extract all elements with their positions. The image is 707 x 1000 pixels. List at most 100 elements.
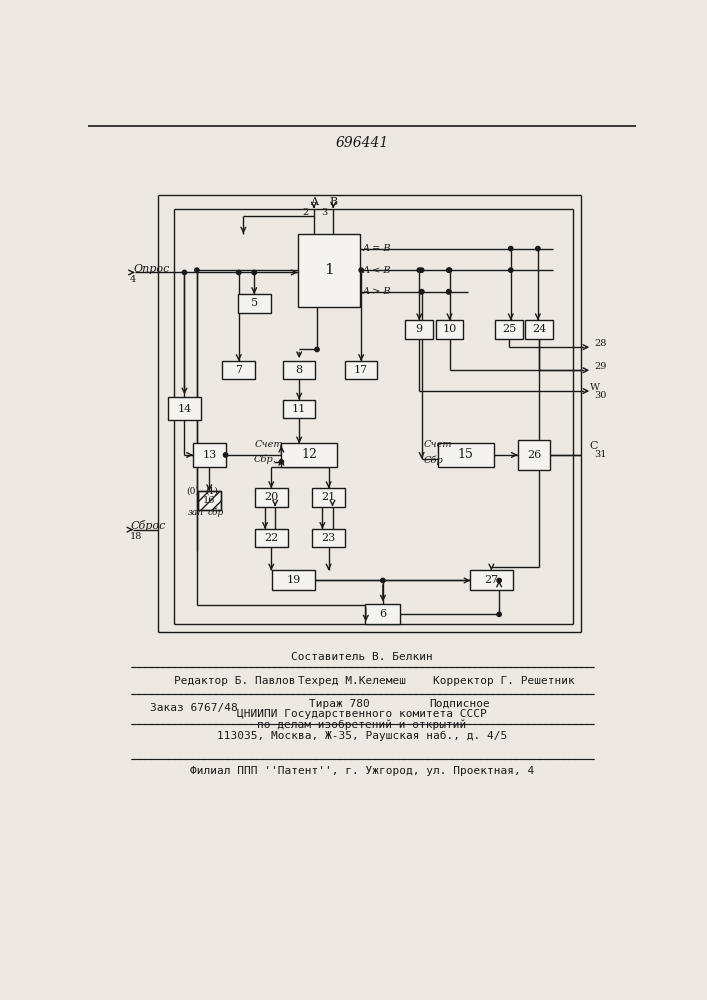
Text: Сброс: Сброс <box>131 520 166 531</box>
Bar <box>518 440 550 470</box>
Text: 8: 8 <box>296 365 303 375</box>
Text: 11: 11 <box>292 404 306 414</box>
Circle shape <box>182 270 187 275</box>
Bar <box>405 320 433 339</box>
Text: 5: 5 <box>251 298 258 308</box>
Bar <box>312 488 345 507</box>
Text: 4: 4 <box>130 275 136 284</box>
Text: Филиал ППП ''Патент'', г. Ужгород, ул. Проектная, 4: Филиал ППП ''Патент'', г. Ужгород, ул. П… <box>189 766 534 776</box>
Bar <box>168 397 201 420</box>
Circle shape <box>497 578 501 583</box>
Circle shape <box>536 246 540 251</box>
Bar <box>366 604 400 624</box>
Text: A < B: A < B <box>363 266 391 275</box>
Text: A > B: A > B <box>363 287 391 296</box>
Circle shape <box>497 612 501 616</box>
Bar <box>272 570 315 590</box>
Circle shape <box>447 290 451 294</box>
Text: Опрос: Опрос <box>134 264 170 274</box>
Circle shape <box>417 268 421 272</box>
Bar <box>525 320 554 339</box>
Text: A: A <box>310 197 318 207</box>
Text: 16: 16 <box>203 496 216 505</box>
Text: 1: 1 <box>324 263 334 277</box>
Text: 31: 31 <box>595 450 607 459</box>
Text: 30: 30 <box>595 391 607 400</box>
Text: 17: 17 <box>354 365 368 375</box>
Text: 27: 27 <box>484 575 498 585</box>
Circle shape <box>252 270 257 275</box>
Circle shape <box>237 270 241 275</box>
Text: 21: 21 <box>322 492 336 502</box>
Circle shape <box>419 268 423 272</box>
Bar <box>495 320 523 339</box>
Text: W: W <box>590 383 600 392</box>
Text: 14: 14 <box>177 404 192 414</box>
Circle shape <box>279 460 284 464</box>
Text: Техред М.Келемеш: Техред М.Келемеш <box>298 676 406 686</box>
Text: 9: 9 <box>416 324 423 334</box>
Text: (0): (0) <box>187 487 199 496</box>
Text: 23: 23 <box>322 533 336 543</box>
Text: B: B <box>329 197 337 207</box>
Text: 15: 15 <box>458 448 474 461</box>
Text: Корректор Г. Решетник: Корректор Г. Решетник <box>433 676 575 686</box>
Bar <box>255 529 288 547</box>
Text: 20: 20 <box>264 492 279 502</box>
Bar <box>438 443 493 467</box>
Circle shape <box>508 246 513 251</box>
Circle shape <box>223 453 228 457</box>
Text: 29: 29 <box>595 362 607 371</box>
Text: 28: 28 <box>595 339 607 348</box>
Bar <box>193 443 226 467</box>
Text: 24: 24 <box>532 324 547 334</box>
Circle shape <box>194 268 199 272</box>
Bar <box>470 570 513 590</box>
Bar <box>436 320 464 339</box>
Text: 696441: 696441 <box>335 136 389 150</box>
Text: A = B: A = B <box>363 244 391 253</box>
Text: 10: 10 <box>443 324 457 334</box>
Text: 7: 7 <box>235 365 243 375</box>
Text: 22: 22 <box>264 533 279 543</box>
Text: 6: 6 <box>380 609 387 619</box>
Circle shape <box>448 268 452 272</box>
Text: Сбр.: Сбр. <box>253 455 276 464</box>
Text: (1): (1) <box>205 487 218 496</box>
Text: 25: 25 <box>502 324 516 334</box>
Text: 18: 18 <box>130 532 143 541</box>
Circle shape <box>447 290 451 294</box>
Bar <box>198 491 221 510</box>
Bar <box>283 400 315 418</box>
Bar <box>238 294 271 312</box>
Text: 13: 13 <box>202 450 216 460</box>
Circle shape <box>380 578 385 583</box>
Bar <box>298 234 360 307</box>
Bar <box>312 529 345 547</box>
Text: Тираж 780: Тираж 780 <box>309 699 370 709</box>
Text: по делам изобретений и открытий: по делам изобретений и открытий <box>257 719 467 730</box>
Text: Составитель В. Белкин: Составитель В. Белкин <box>291 652 433 662</box>
Text: сбр: сбр <box>207 508 223 517</box>
Bar <box>283 361 315 379</box>
Text: ЦНИИПИ Государственного комитета СССР: ЦНИИПИ Государственного комитета СССР <box>237 709 487 719</box>
Text: 3: 3 <box>322 208 328 217</box>
Text: Счет: Счет <box>255 440 284 449</box>
Circle shape <box>359 268 363 272</box>
Text: 113035, Москва, Ж-35, Раушская наб., д. 4/5: 113035, Москва, Ж-35, Раушская наб., д. … <box>217 731 507 741</box>
Circle shape <box>419 290 423 294</box>
Text: 19: 19 <box>286 575 301 585</box>
Text: Заказ 6767/48: Заказ 6767/48 <box>151 703 238 713</box>
Bar <box>255 488 288 507</box>
Text: 2: 2 <box>302 208 308 217</box>
Text: Редактор Б. Павлов: Редактор Б. Павлов <box>174 676 295 686</box>
Text: Сбр: Сбр <box>423 456 443 465</box>
Text: C: C <box>590 441 598 451</box>
Circle shape <box>419 290 423 294</box>
Bar <box>281 443 337 467</box>
Bar <box>198 491 221 510</box>
Circle shape <box>508 268 513 272</box>
Bar <box>345 361 378 379</box>
Circle shape <box>315 347 319 352</box>
Text: Счет: Счет <box>423 440 452 449</box>
